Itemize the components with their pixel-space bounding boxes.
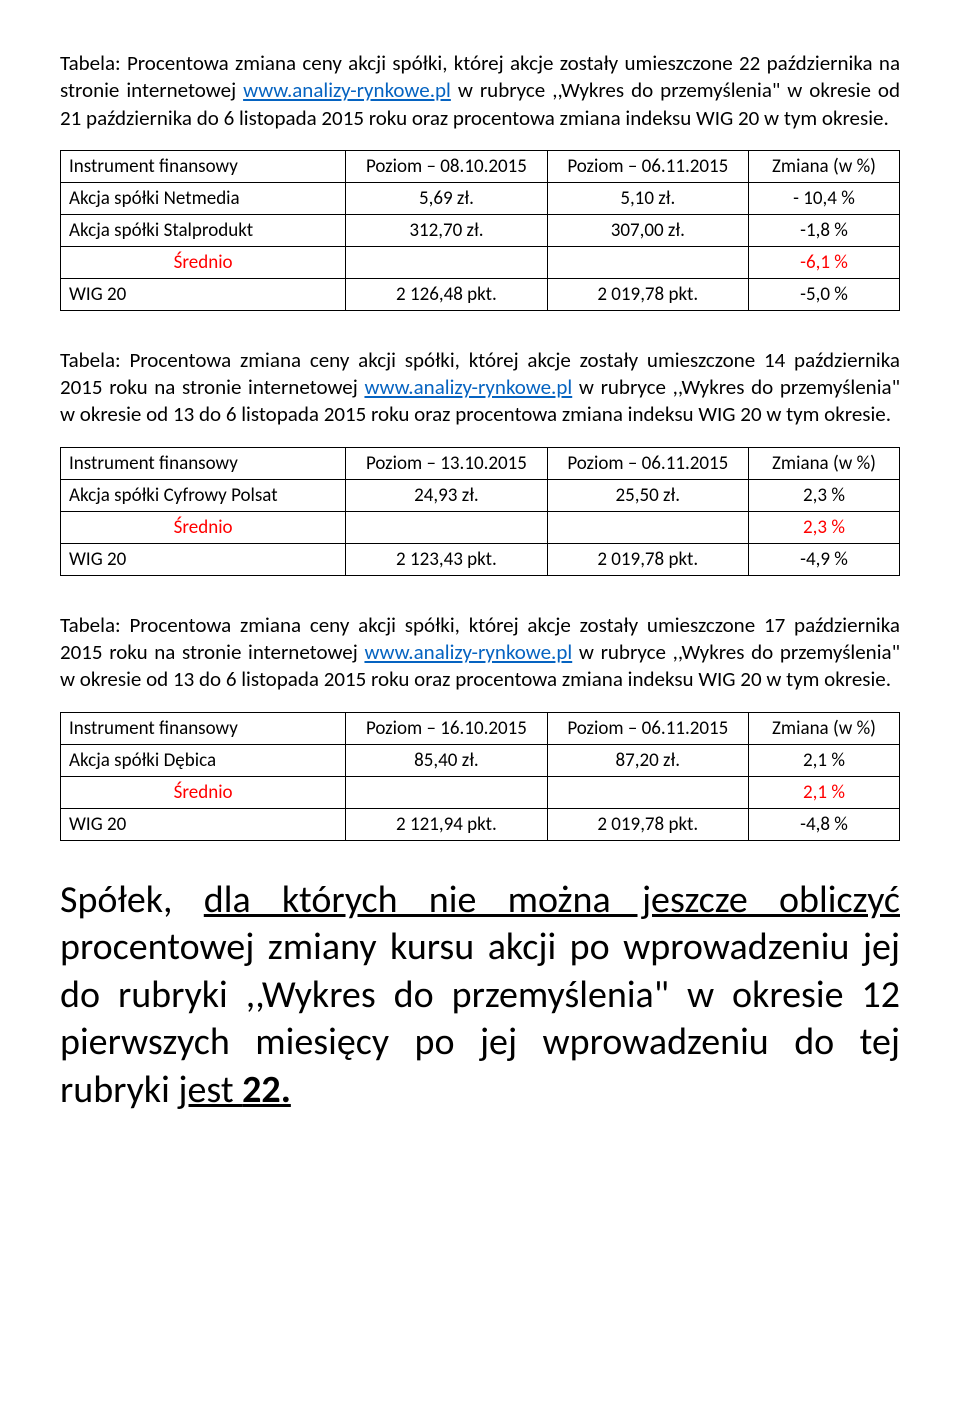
cell-level-1 — [346, 511, 547, 543]
t2-h-instr: Instrument finansowy — [61, 447, 346, 479]
cell-instrument: Akcja spółki Netmedia — [61, 182, 346, 214]
cell-instrument: WIG 20 — [61, 543, 346, 575]
cell-level-1 — [346, 246, 547, 278]
summary-s3: jest — [178, 1067, 242, 1113]
cell-instrument: Akcja spółki Cyfrowy Polsat — [61, 479, 346, 511]
table-row: Akcja spółki Cyfrowy Polsat24,93 zł.25,5… — [61, 479, 900, 511]
cell-change: -6,1 % — [748, 246, 899, 278]
cell-level-1: 85,40 zł. — [346, 744, 547, 776]
table-2-header: Instrument finansowy Poziom – 13.10.2015… — [61, 447, 900, 479]
t3-h-p1: Poziom – 16.10.2015 — [346, 712, 547, 744]
table-1-header: Instrument finansowy Poziom – 08.10.2015… — [61, 150, 900, 182]
intro-paragraph-1: Tabela: Procentowa zmiana ceny akcji spó… — [60, 50, 900, 132]
t3-h-instr: Instrument finansowy — [61, 712, 346, 744]
summary-s1b: dla których nie można jeszcze obliczyć — [204, 877, 900, 923]
t1-h-p1: Poziom – 08.10.2015 — [346, 150, 547, 182]
intro-paragraph-3: Tabela: Procentowa zmiana ceny akcji spó… — [60, 612, 900, 694]
cell-level-2 — [547, 776, 748, 808]
t3-h-zm: Zmiana (w %) — [748, 712, 899, 744]
table-row: Średnio -6,1 % — [61, 246, 900, 278]
cell-level-1: 2 126,48 pkt. — [346, 278, 547, 310]
cell-level-2: 87,20 zł. — [547, 744, 748, 776]
cell-level-2: 5,10 zł. — [547, 182, 748, 214]
cell-level-1: 5,69 zł. — [346, 182, 547, 214]
cell-level-2: 2 019,78 pkt. — [547, 543, 748, 575]
t3-h-p2: Poziom – 06.11.2015 — [547, 712, 748, 744]
cell-change: 2,1 % — [748, 744, 899, 776]
cell-change: - 10,4 % — [748, 182, 899, 214]
t1-h-zm: Zmiana (w %) — [748, 150, 899, 182]
intro-3-link[interactable]: www.analizy-rynkowe.pl — [364, 639, 572, 665]
cell-level-2: 2 019,78 pkt. — [547, 278, 748, 310]
cell-change: 2,1 % — [748, 776, 899, 808]
table-row: WIG 202 123,43 pkt.2 019,78 pkt.-4,9 % — [61, 543, 900, 575]
t2-h-p1: Poziom – 13.10.2015 — [346, 447, 547, 479]
cell-level-2: 307,00 zł. — [547, 214, 748, 246]
cell-instrument: Akcja spółki Stalprodukt — [61, 214, 346, 246]
table-row: WIG 202 121,94 pkt.2 019,78 pkt.-4,8 % — [61, 808, 900, 840]
table-row: Akcja spółki Stalprodukt312,70 zł.307,00… — [61, 214, 900, 246]
table-1: Instrument finansowy Poziom – 08.10.2015… — [60, 150, 900, 311]
cell-change: 2,3 % — [748, 479, 899, 511]
cell-level-1: 312,70 zł. — [346, 214, 547, 246]
table-row: Średnio 2,3 % — [61, 511, 900, 543]
cell-level-2 — [547, 246, 748, 278]
cell-change: 2,3 % — [748, 511, 899, 543]
t1-h-instr: Instrument finansowy — [61, 150, 346, 182]
cell-instrument: Średnio — [61, 776, 346, 808]
cell-change: -4,8 % — [748, 808, 899, 840]
summary-paragraph: Spółek, dla których nie można jeszcze ob… — [60, 877, 900, 1115]
table-row: WIG 202 126,48 pkt.2 019,78 pkt.-5,0 % — [61, 278, 900, 310]
cell-instrument: Akcja spółki Dębica — [61, 744, 346, 776]
t2-h-p2: Poziom – 06.11.2015 — [547, 447, 748, 479]
cell-level-2 — [547, 511, 748, 543]
intro-paragraph-2: Tabela: Procentowa zmiana ceny akcji spó… — [60, 347, 900, 429]
table-row: Akcja spółki Netmedia5,69 zł.5,10 zł.- 1… — [61, 182, 900, 214]
cell-change: -5,0 % — [748, 278, 899, 310]
t3-body: Akcja spółki Dębica85,40 zł.87,20 zł.2,1… — [61, 744, 900, 840]
cell-instrument: Średnio — [61, 511, 346, 543]
intro-1-link[interactable]: www.analizy-rynkowe.pl — [243, 77, 451, 103]
cell-instrument: WIG 20 — [61, 278, 346, 310]
cell-level-1: 2 121,94 pkt. — [346, 808, 547, 840]
table-row: Akcja spółki Dębica85,40 zł.87,20 zł.2,1… — [61, 744, 900, 776]
t1-body: Akcja spółki Netmedia5,69 zł.5,10 zł.- 1… — [61, 182, 900, 310]
table-3: Instrument finansowy Poziom – 16.10.2015… — [60, 712, 900, 841]
cell-level-1 — [346, 776, 547, 808]
table-2: Instrument finansowy Poziom – 13.10.2015… — [60, 447, 900, 576]
t2-h-zm: Zmiana (w %) — [748, 447, 899, 479]
table-3-header: Instrument finansowy Poziom – 16.10.2015… — [61, 712, 900, 744]
summary-s4: 22. — [242, 1067, 291, 1113]
table-row: Średnio 2,1 % — [61, 776, 900, 808]
cell-instrument: Średnio — [61, 246, 346, 278]
cell-change: -1,8 % — [748, 214, 899, 246]
cell-level-2: 2 019,78 pkt. — [547, 808, 748, 840]
summary-s1a: Spółek, — [60, 877, 204, 923]
cell-level-1: 24,93 zł. — [346, 479, 547, 511]
t1-h-p2: Poziom – 06.11.2015 — [547, 150, 748, 182]
cell-instrument: WIG 20 — [61, 808, 346, 840]
intro-2-link[interactable]: www.analizy-rynkowe.pl — [364, 374, 572, 400]
cell-level-2: 25,50 zł. — [547, 479, 748, 511]
t2-body: Akcja spółki Cyfrowy Polsat24,93 zł.25,5… — [61, 479, 900, 575]
cell-level-1: 2 123,43 pkt. — [346, 543, 547, 575]
cell-change: -4,9 % — [748, 543, 899, 575]
